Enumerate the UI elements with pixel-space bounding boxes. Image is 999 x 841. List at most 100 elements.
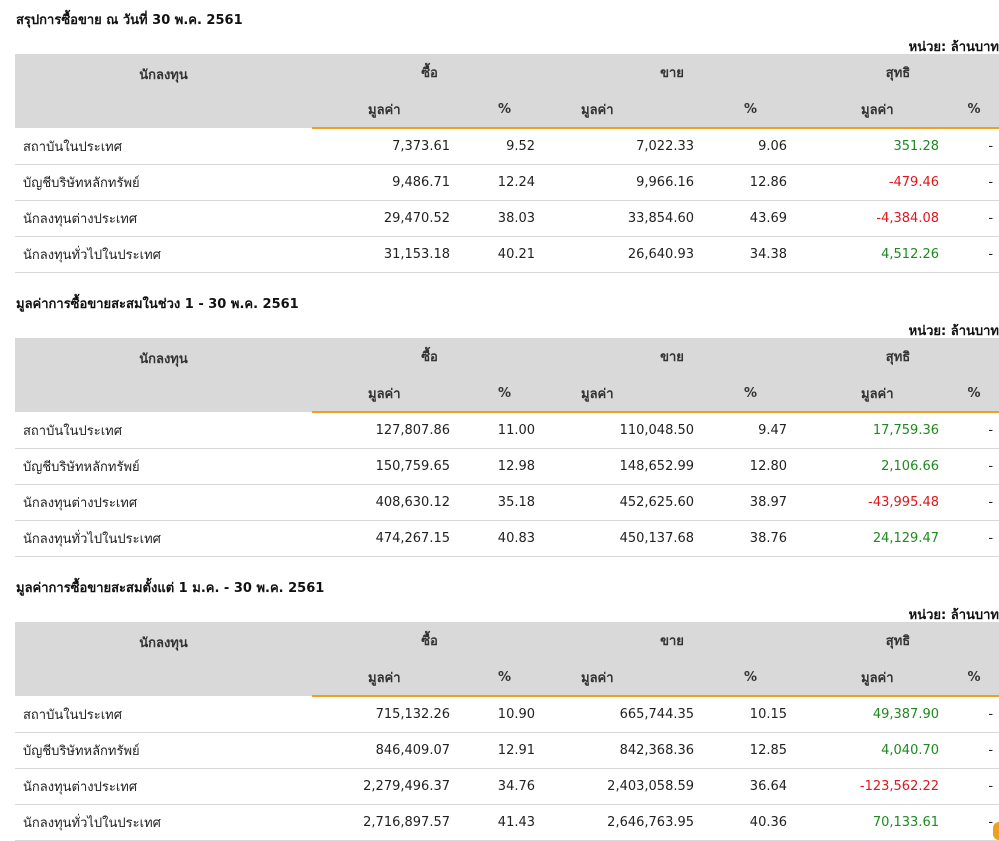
- subheader-sell-percent: %: [704, 375, 798, 413]
- table-row: นักลงทุนทั่วไปในประเทศ 31,153.18 40.21 2…: [15, 236, 999, 273]
- subheader-sell-percent: %: [704, 659, 798, 697]
- sell-percent: 12.80: [704, 448, 798, 485]
- sell-percent: 10.15: [704, 696, 798, 733]
- net-percent: -: [949, 128, 999, 165]
- buy-value: 150,759.65: [312, 448, 462, 485]
- sell-value: 665,744.35: [547, 696, 705, 733]
- investor-name: สถาบันในประเทศ: [15, 412, 312, 449]
- buy-percent: 12.24: [462, 164, 548, 201]
- subheader-buy-value: มูลค่า: [312, 91, 462, 129]
- section-title: สรุปการซื้อขาย ณ วันที่ 30 พ.ค. 2561: [16, 13, 243, 28]
- header-net: สุทธิ: [797, 54, 999, 91]
- investor-name: บัญชีบริษัทหลักทรัพย์: [15, 448, 312, 485]
- net-value: 2,106.66: [797, 448, 950, 485]
- subheader-net-value: มูลค่า: [797, 91, 950, 129]
- table-row: สถาบันในประเทศ 127,807.86 11.00 110,048.…: [15, 412, 999, 449]
- subheader-sell-value: มูลค่า: [547, 375, 705, 413]
- sell-percent: 43.69: [704, 200, 798, 237]
- net-percent: -: [949, 448, 999, 485]
- table-row: นักลงทุนต่างประเทศ 29,470.52 38.03 33,85…: [15, 200, 999, 237]
- table-row: นักลงทุนทั่วไปในประเทศ 2,716,897.57 41.4…: [15, 804, 999, 841]
- net-percent: -: [949, 732, 999, 769]
- sell-percent: 38.76: [704, 520, 798, 557]
- sell-percent: 12.85: [704, 732, 798, 769]
- subheader-net-percent: %: [949, 91, 999, 129]
- subheader-buy-value: มูลค่า: [312, 659, 462, 697]
- net-percent: -: [949, 768, 999, 805]
- section-title: มูลค่าการซื้อขายสะสมในช่วง 1 - 30 พ.ค. 2…: [16, 297, 299, 312]
- header-net: สุทธิ: [797, 338, 999, 375]
- header-buy: ซื้อ: [312, 622, 548, 659]
- sell-value: 7,022.33: [547, 128, 705, 165]
- sell-value: 26,640.93: [547, 236, 705, 273]
- net-percent: -: [949, 484, 999, 521]
- unit-label: หน่วย: ล้านบาท: [908, 324, 999, 339]
- net-percent: -: [949, 200, 999, 237]
- subheader-sell-percent: %: [704, 91, 798, 129]
- net-value: 24,129.47: [797, 520, 950, 557]
- sell-percent: 9.06: [704, 128, 798, 165]
- net-value: 4,040.70: [797, 732, 950, 769]
- subheader-sell-value: มูลค่า: [547, 91, 705, 129]
- table-row: บัญชีบริษัทหลักทรัพย์ 9,486.71 12.24 9,9…: [15, 164, 999, 201]
- investor-name: นักลงทุนต่างประเทศ: [15, 484, 312, 521]
- buy-percent: 41.43: [462, 804, 548, 841]
- buy-percent: 12.98: [462, 448, 548, 485]
- table-row: บัญชีบริษัทหลักทรัพย์ 846,409.07 12.91 8…: [15, 732, 999, 769]
- investor-name: สถาบันในประเทศ: [15, 696, 312, 733]
- subheader-net-value: มูลค่า: [797, 659, 950, 697]
- header-net: สุทธิ: [797, 622, 999, 659]
- sell-percent: 12.86: [704, 164, 798, 201]
- buy-percent: 35.18: [462, 484, 548, 521]
- subheader-sell-value: มูลค่า: [547, 659, 705, 697]
- header-sell: ขาย: [547, 622, 798, 659]
- investor-name: บัญชีบริษัทหลักทรัพย์: [15, 732, 312, 769]
- buy-value: 474,267.15: [312, 520, 462, 557]
- buy-value: 7,373.61: [312, 128, 462, 165]
- net-value: 351.28: [797, 128, 950, 165]
- subheader-buy-percent: %: [462, 375, 548, 413]
- header-buy: ซื้อ: [312, 338, 548, 375]
- buy-percent: 34.76: [462, 768, 548, 805]
- net-value: -123,562.22: [797, 768, 950, 805]
- header-buy: ซื้อ: [312, 54, 548, 91]
- table-row: นักลงทุนทั่วไปในประเทศ 474,267.15 40.83 …: [15, 520, 999, 557]
- header-investor: นักลงทุน: [15, 622, 312, 696]
- trading-table: นักลงทุน ซื้อ ขาย สุทธิ มูลค่า % มูลค่า …: [15, 54, 999, 273]
- sell-value: 33,854.60: [547, 200, 705, 237]
- scroll-to-top-button[interactable]: [993, 822, 999, 840]
- subheader-net-percent: %: [949, 659, 999, 697]
- table-row: สถาบันในประเทศ 715,132.26 10.90 665,744.…: [15, 696, 999, 733]
- investor-name: นักลงทุนทั่วไปในประเทศ: [15, 804, 312, 841]
- buy-value: 2,716,897.57: [312, 804, 462, 841]
- section-title: มูลค่าการซื้อขายสะสมตั้งแต่ 1 ม.ค. - 30 …: [16, 581, 325, 596]
- net-value: 4,512.26: [797, 236, 950, 273]
- investor-name: นักลงทุนต่างประเทศ: [15, 200, 312, 237]
- buy-value: 2,279,496.37: [312, 768, 462, 805]
- subheader-buy-percent: %: [462, 91, 548, 129]
- table-row: นักลงทุนต่างประเทศ 408,630.12 35.18 452,…: [15, 484, 999, 521]
- subheader-net-percent: %: [949, 375, 999, 413]
- subheader-buy-percent: %: [462, 659, 548, 697]
- buy-percent: 12.91: [462, 732, 548, 769]
- net-value: -479.46: [797, 164, 950, 201]
- sell-percent: 38.97: [704, 484, 798, 521]
- buy-percent: 11.00: [462, 412, 548, 449]
- net-percent: -: [949, 520, 999, 557]
- net-percent: -: [949, 804, 999, 841]
- investor-name: นักลงทุนทั่วไปในประเทศ: [15, 236, 312, 273]
- sell-percent: 34.38: [704, 236, 798, 273]
- sell-percent: 36.64: [704, 768, 798, 805]
- buy-value: 846,409.07: [312, 732, 462, 769]
- net-value: 70,133.61: [797, 804, 950, 841]
- buy-percent: 10.90: [462, 696, 548, 733]
- buy-percent: 38.03: [462, 200, 548, 237]
- net-percent: -: [949, 696, 999, 733]
- unit-label: หน่วย: ล้านบาท: [908, 608, 999, 623]
- sell-value: 450,137.68: [547, 520, 705, 557]
- buy-percent: 40.21: [462, 236, 548, 273]
- sell-value: 9,966.16: [547, 164, 705, 201]
- net-value: -43,995.48: [797, 484, 950, 521]
- buy-percent: 40.83: [462, 520, 548, 557]
